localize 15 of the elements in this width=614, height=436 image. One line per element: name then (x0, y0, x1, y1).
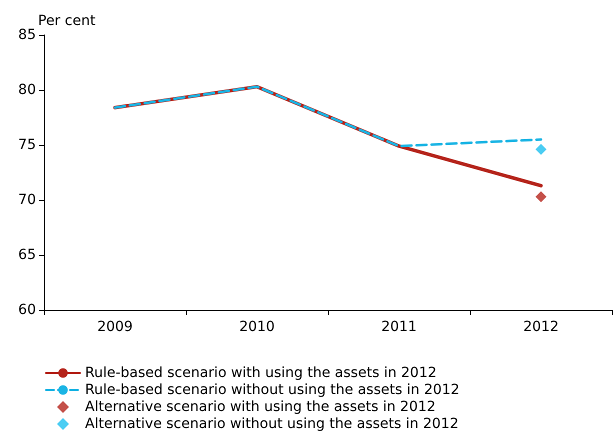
y-tick-label: 65 (18, 247, 36, 263)
y-tick-label: 70 (18, 192, 36, 208)
legend-label: Rule-based scenario without using the assets in 2012 (85, 382, 460, 398)
x-tick-label: 2011 (381, 319, 417, 335)
y-tick-label: 75 (18, 137, 36, 153)
x-tick-label: 2010 (239, 319, 275, 335)
x-tick-label: 2009 (97, 319, 133, 335)
y-axis-title: Per cent (38, 13, 96, 30)
y-tick-label: 60 (18, 302, 36, 318)
y-tick-label: 85 (18, 27, 36, 43)
legend-label: Rule-based scenario with using the assets in 2012 (85, 365, 437, 381)
y-tick-label: 80 (18, 82, 36, 98)
legend-label: Alternative scenario without using the assets in 2012 (85, 416, 459, 432)
x-tick-label: 2012 (523, 319, 559, 335)
legend-label: Alternative scenario with using the assets in 2012 (85, 399, 436, 415)
